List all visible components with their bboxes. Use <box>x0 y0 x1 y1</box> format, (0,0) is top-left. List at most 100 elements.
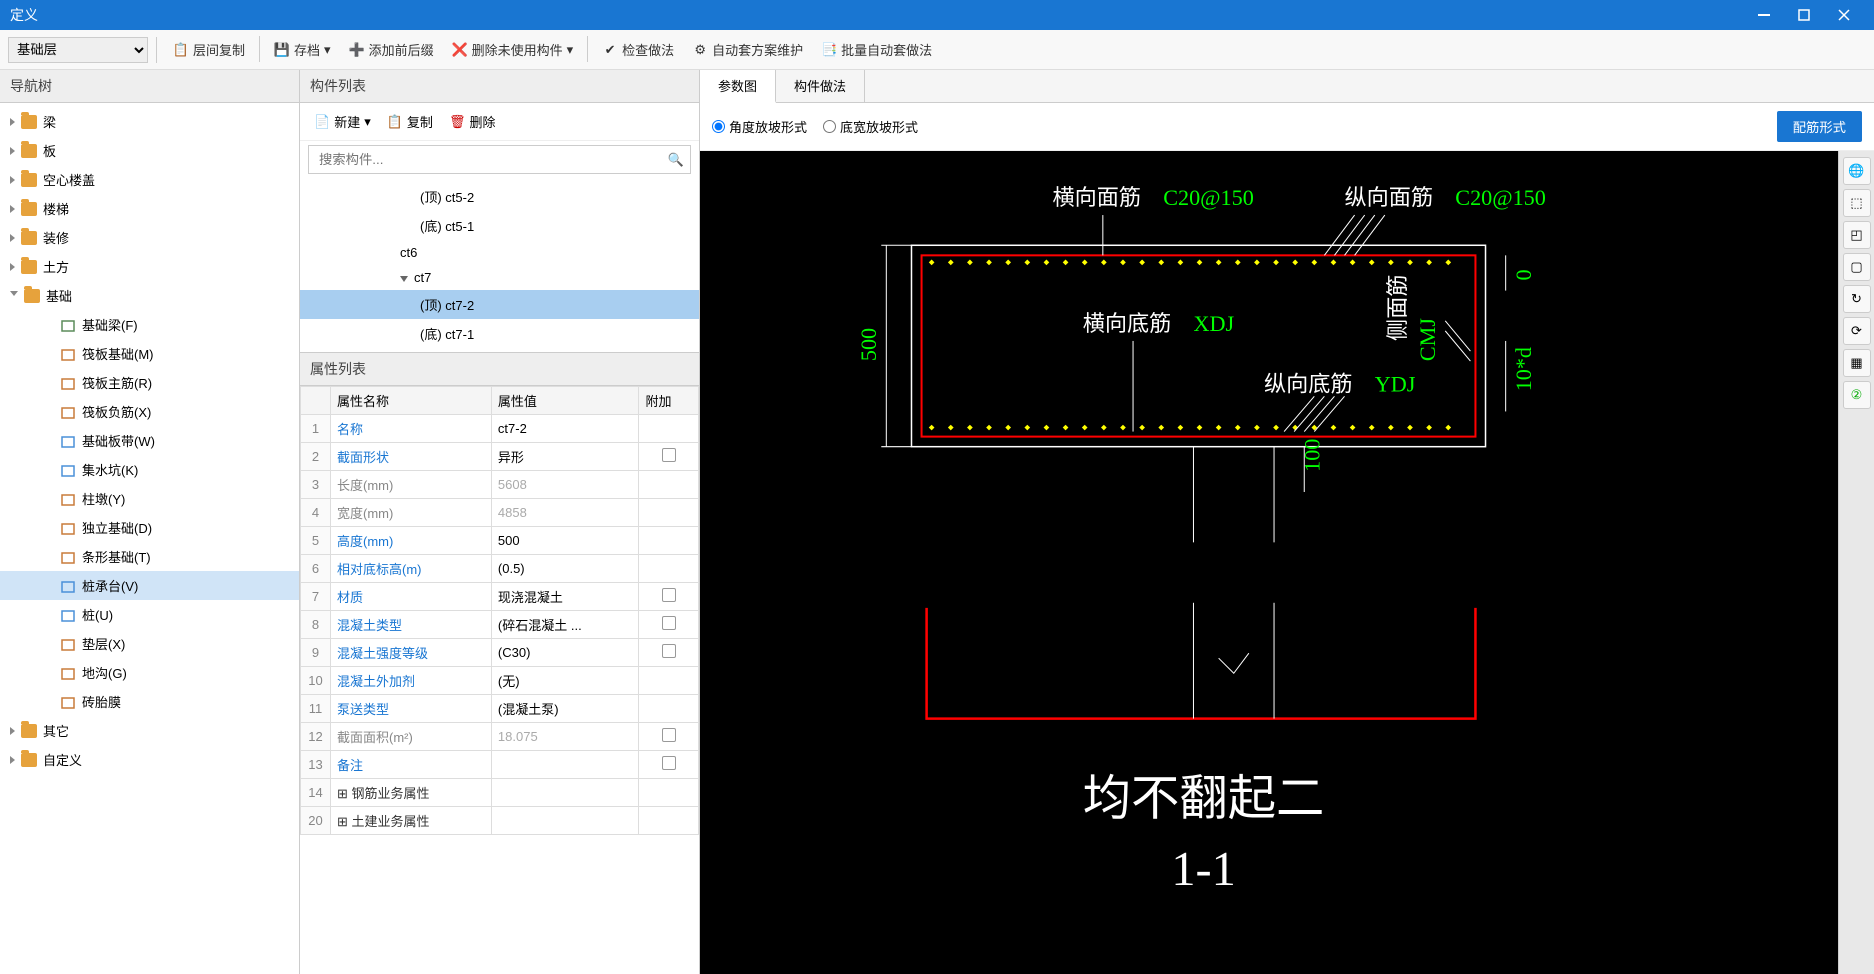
nav-folder-楼梯[interactable]: 楼梯 <box>0 194 299 223</box>
prop-value[interactable] <box>491 779 639 807</box>
prop-extra[interactable] <box>639 555 699 583</box>
prop-extra[interactable] <box>639 583 699 611</box>
prop-value[interactable]: (无) <box>491 667 639 695</box>
prop-value[interactable]: 5608 <box>491 471 639 499</box>
prop-extra[interactable] <box>639 667 699 695</box>
prop-row[interactable]: 11泵送类型(混凝土泵) <box>301 695 699 723</box>
prop-extra[interactable] <box>639 611 699 639</box>
prop-value[interactable]: 18.075 <box>491 723 639 751</box>
checkbox[interactable] <box>662 588 676 602</box>
nav-item-桩承台(V)[interactable]: 桩承台(V) <box>0 571 299 600</box>
prop-row[interactable]: 20⊞ 土建业务属性 <box>301 807 699 835</box>
prop-value[interactable] <box>491 751 639 779</box>
nav-item-垫层(X)[interactable]: 垫层(X) <box>0 629 299 658</box>
nav-folder-其它[interactable]: 其它 <box>0 716 299 745</box>
prop-row[interactable]: 1名称ct7-2 <box>301 415 699 443</box>
toolbar-delete-unused[interactable]: ❌删除未使用构件▾ <box>444 36 582 63</box>
tool-refresh-icon[interactable]: ⟳ <box>1843 317 1871 345</box>
prop-value[interactable]: (混凝土泵) <box>491 695 639 723</box>
nav-item-条形基础(T)[interactable]: 条形基础(T) <box>0 542 299 571</box>
prop-row[interactable]: 3长度(mm)5608 <box>301 471 699 499</box>
close-button[interactable] <box>1824 0 1864 30</box>
prop-extra[interactable] <box>639 415 699 443</box>
checkbox[interactable] <box>662 756 676 770</box>
comp-item[interactable]: ct7 <box>300 265 699 290</box>
prop-row[interactable]: 9混凝土强度等级(C30) <box>301 639 699 667</box>
comp-item[interactable]: ct6 <box>300 240 699 265</box>
toolbar-archive[interactable]: 💾存档▾ <box>266 36 339 63</box>
tool-box-icon[interactable]: ▢ <box>1843 253 1871 281</box>
toolbar-check[interactable]: ✔检查做法 <box>594 36 682 63</box>
tab-构件做法[interactable]: 构件做法 <box>776 70 865 102</box>
prop-value[interactable]: 异形 <box>491 443 639 471</box>
nav-folder-梁[interactable]: 梁 <box>0 107 299 136</box>
prop-row[interactable]: 4宽度(mm)4858 <box>301 499 699 527</box>
delete-button[interactable]: 🗑 删除 <box>443 109 502 134</box>
prop-extra[interactable] <box>639 751 699 779</box>
nav-folder-基础[interactable]: 基础 <box>0 281 299 310</box>
new-button[interactable]: 📄 新建 ▾ <box>308 109 377 134</box>
checkbox[interactable] <box>662 616 676 630</box>
nav-item-筏板负筋(X)[interactable]: 筏板负筋(X) <box>0 397 299 426</box>
tool-rotate-icon[interactable]: ↻ <box>1843 285 1871 313</box>
comp-item[interactable]: (顶) ct7-2 <box>300 290 699 319</box>
tool-grid-icon[interactable]: ▦ <box>1843 349 1871 377</box>
prop-extra[interactable] <box>639 807 699 835</box>
search-input[interactable] <box>315 148 668 171</box>
toolbar-auto-plan[interactable]: ⚙自动套方案维护 <box>684 36 811 63</box>
radio-width[interactable]: 底宽放坡形式 <box>823 117 918 136</box>
prop-row[interactable]: 7材质现浇混凝土 <box>301 583 699 611</box>
prop-extra[interactable] <box>639 779 699 807</box>
prop-value[interactable]: (0.5) <box>491 555 639 583</box>
nav-item-集水坑(K)[interactable]: 集水坑(K) <box>0 455 299 484</box>
comp-item[interactable]: (底) ct5-1 <box>300 211 699 240</box>
prop-row[interactable]: 10混凝土外加剂(无) <box>301 667 699 695</box>
nav-folder-土方[interactable]: 土方 <box>0 252 299 281</box>
nav-item-柱墩(Y)[interactable]: 柱墩(Y) <box>0 484 299 513</box>
prop-value[interactable]: 4858 <box>491 499 639 527</box>
comp-item[interactable]: (顶) ct5-2 <box>300 182 699 211</box>
nav-folder-自定义[interactable]: 自定义 <box>0 745 299 774</box>
comp-item[interactable]: (底) ct7-1 <box>300 319 699 348</box>
nav-folder-装修[interactable]: 装修 <box>0 223 299 252</box>
prop-value[interactable] <box>491 807 639 835</box>
copy-button[interactable]: 📋 复制 <box>381 109 439 134</box>
tool-globe-icon[interactable]: 🌐 <box>1843 157 1871 185</box>
tool-3d-icon[interactable]: ⬚ <box>1843 189 1871 217</box>
layer-select[interactable]: 基础层 <box>8 37 148 63</box>
prop-extra[interactable] <box>639 527 699 555</box>
minimize-button[interactable] <box>1744 0 1784 30</box>
nav-item-基础梁(F)[interactable]: 基础梁(F) <box>0 310 299 339</box>
toolbar-prefix[interactable]: ➕添加前后缀 <box>341 36 442 63</box>
nav-item-独立基础(D)[interactable]: 独立基础(D) <box>0 513 299 542</box>
nav-folder-空心楼盖[interactable]: 空心楼盖 <box>0 165 299 194</box>
config-rebar-button[interactable]: 配筋形式 <box>1777 111 1862 142</box>
prop-extra[interactable] <box>639 723 699 751</box>
prop-value[interactable]: 500 <box>491 527 639 555</box>
prop-extra[interactable] <box>639 695 699 723</box>
radio-angle[interactable]: 角度放坡形式 <box>712 117 807 136</box>
drawing-canvas[interactable]: 横向面筋 C20@150 纵向面筋 C20@150 横向底筋 XDJ <box>700 151 1838 974</box>
prop-row[interactable]: 6相对底标高(m)(0.5) <box>301 555 699 583</box>
prop-row[interactable]: 5高度(mm)500 <box>301 527 699 555</box>
tool-num-icon[interactable]: ② <box>1843 381 1871 409</box>
prop-row[interactable]: 12截面面积(m²)18.075 <box>301 723 699 751</box>
tab-参数图[interactable]: 参数图 <box>700 70 776 103</box>
search-icon[interactable]: 🔍 <box>668 152 684 168</box>
checkbox[interactable] <box>662 728 676 742</box>
checkbox[interactable] <box>662 448 676 462</box>
prop-extra[interactable] <box>639 443 699 471</box>
prop-value[interactable]: ct7-2 <box>491 415 639 443</box>
prop-value[interactable]: 现浇混凝土 <box>491 583 639 611</box>
nav-item-地沟(G)[interactable]: 地沟(G) <box>0 658 299 687</box>
prop-value[interactable]: (碎石混凝土 ... <box>491 611 639 639</box>
prop-row[interactable]: 13备注 <box>301 751 699 779</box>
prop-row[interactable]: 8混凝土类型(碎石混凝土 ... <box>301 611 699 639</box>
nav-folder-板[interactable]: 板 <box>0 136 299 165</box>
prop-extra[interactable] <box>639 499 699 527</box>
prop-row[interactable]: 14⊞ 钢筋业务属性 <box>301 779 699 807</box>
nav-item-基础板带(W)[interactable]: 基础板带(W) <box>0 426 299 455</box>
prop-extra[interactable] <box>639 471 699 499</box>
nav-item-桩(U)[interactable]: 桩(U) <box>0 600 299 629</box>
prop-value[interactable]: (C30) <box>491 639 639 667</box>
